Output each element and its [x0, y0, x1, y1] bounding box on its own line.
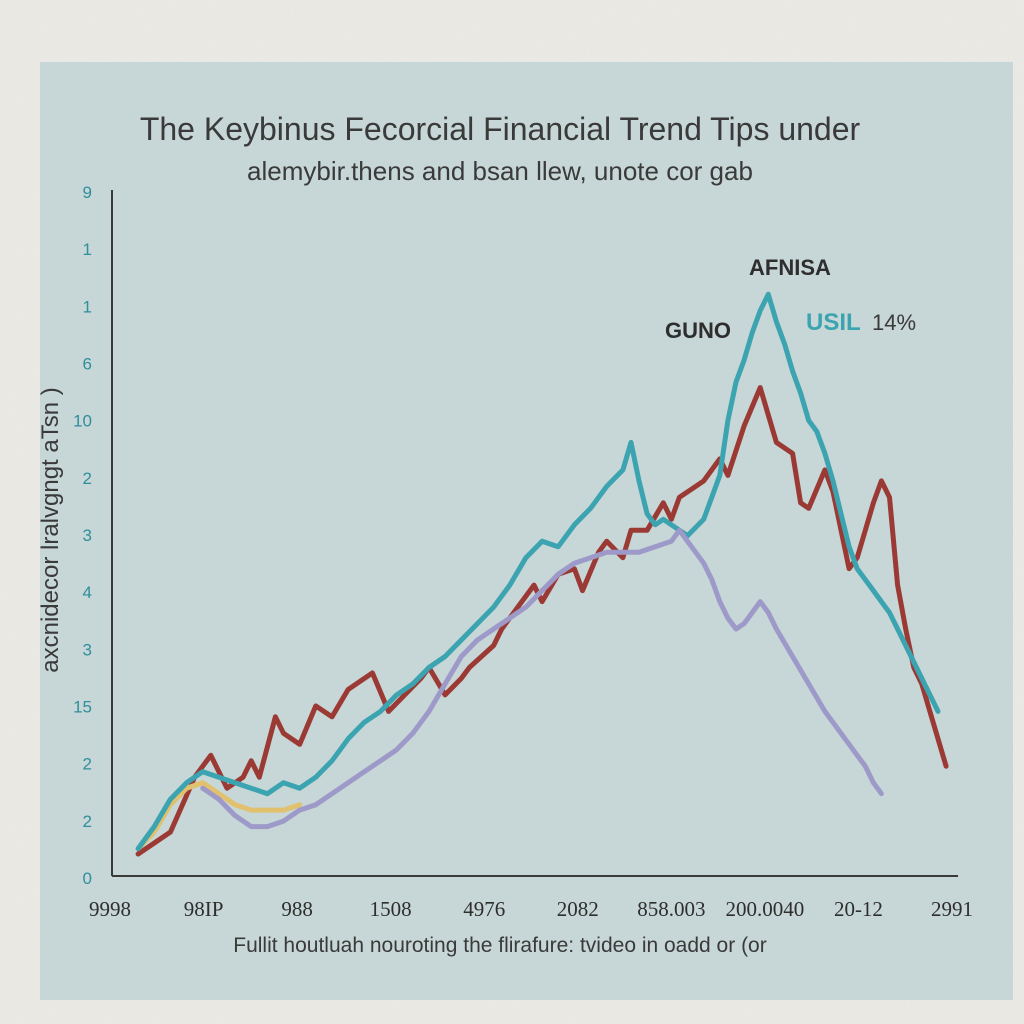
y-tick-label: 4	[83, 583, 92, 602]
y-tick-label: 0	[83, 869, 92, 888]
series-line-4	[200, 527, 884, 830]
annotation-guno: GUNO	[665, 318, 731, 343]
y-tick-label: 3	[83, 526, 92, 545]
x-tick-label: 200.0040	[726, 897, 805, 921]
y-tick-label: 2	[83, 812, 92, 831]
x-tick-label: 858.003	[637, 897, 705, 921]
chart-title: The Keybinus Fecorcial Financial Trend T…	[140, 111, 861, 147]
y-tick-label: 15	[73, 698, 92, 717]
y-tick-label: 1	[83, 240, 92, 259]
x-tick-label: 988	[281, 897, 313, 921]
y-tick-label: 10	[73, 412, 92, 431]
x-tick-labels: 9998 98IP 988 1508 4976 2082 858.003 200.0040 20…	[89, 897, 973, 921]
x-tick-label: 20-12	[834, 897, 883, 921]
y-tick-labels: 0 2 2 15 3 4 3 2 10 6 1 1 9	[73, 183, 92, 888]
x-tick-label: 1508	[370, 897, 412, 921]
annotation-afnisa: AFNISA	[749, 255, 831, 280]
x-tick-label: 9998	[89, 897, 131, 921]
series-line-1	[135, 385, 949, 857]
series-line-3	[135, 291, 941, 852]
x-tick-label: 4976	[463, 897, 505, 921]
annotation-usil: USIL	[806, 309, 861, 336]
x-tick-label: 2082	[557, 897, 599, 921]
series-lines	[135, 291, 949, 857]
y-tick-label: 3	[83, 640, 92, 659]
x-tick-label: 98IP	[184, 897, 224, 921]
y-axis-label: axcnidecor lralvgngt aTsn )	[37, 387, 64, 672]
y-tick-label: 9	[83, 183, 92, 202]
chart-subtitle: alemybir.thens and bsan llew, unote cor …	[247, 156, 753, 186]
x-tick-label: 2991	[931, 897, 973, 921]
y-tick-label: 1	[83, 297, 92, 316]
annotation-pct: 14%	[872, 310, 916, 335]
series-line-2	[135, 780, 303, 852]
y-tick-label: 6	[83, 355, 92, 374]
x-axis-label: Fullit houtluah nouroting the flirafure:…	[233, 934, 766, 957]
y-tick-label: 2	[83, 469, 92, 488]
plot-panel	[40, 62, 1013, 1000]
y-tick-label: 2	[83, 755, 92, 774]
